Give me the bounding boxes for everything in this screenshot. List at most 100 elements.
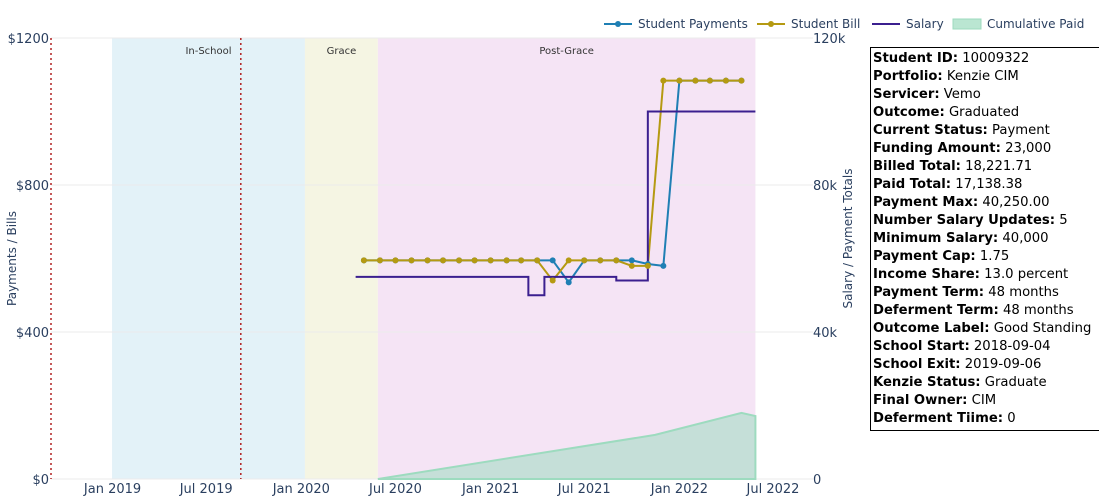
region-grace: [304, 38, 378, 479]
info-value: Vemo: [939, 87, 981, 102]
point-student-bill: [487, 257, 494, 264]
info-value: 2019-09-06: [960, 357, 1042, 372]
point-student-bill: [644, 262, 651, 269]
info-row: Payment Term: 48 months: [873, 284, 1099, 302]
y-left-tick-label: $800: [16, 179, 49, 194]
x-tick-label: Jul 2019: [179, 482, 233, 497]
y-left-tick-label: $1200: [8, 32, 49, 47]
info-row: Number Salary Updates: 5: [873, 212, 1099, 230]
info-key: Deferment Tiime:: [873, 411, 1004, 426]
info-value: Kenzie CIM: [942, 69, 1019, 84]
axes: Jan 2019 Jul 2019 Jan 2020 Jul 2020 Jan 2021…: [5, 32, 855, 497]
info-key: Payment Max:: [873, 195, 979, 210]
point-student-bill: [376, 257, 383, 264]
info-value: 23,000: [1000, 141, 1052, 156]
phase-regions: In-School Grace Post-Grace: [112, 38, 756, 479]
info-row: Funding Amount: 23,000: [873, 140, 1099, 158]
info-value: 10009322: [958, 51, 1030, 66]
info-value: CIM: [967, 393, 997, 408]
point-student-bill: [471, 257, 478, 264]
y-right-tick-label: 120k: [813, 32, 846, 47]
legend-item-salary[interactable]: Salary: [872, 17, 944, 31]
info-key: Payment Term:: [873, 285, 985, 300]
legend[interactable]: Student Payments Student Bill Salary Cumula…: [604, 17, 1084, 31]
point-student-payments: [628, 257, 635, 264]
student-info-panel: Student ID: 10009322 Portfolio: Kenzie CI…: [870, 47, 1099, 431]
info-row: Payment Cap: 1.75: [873, 248, 1099, 266]
region-in-school: [112, 38, 305, 479]
info-row: Portfolio: Kenzie CIM: [873, 68, 1099, 86]
info-key: Final Owner:: [873, 393, 968, 408]
info-key: Minimum Salary:: [873, 231, 999, 246]
point-student-bill: [503, 257, 510, 264]
info-key: School Start:: [873, 339, 970, 354]
info-key: Student ID:: [873, 51, 958, 66]
info-value: Good Standing: [989, 321, 1092, 336]
region-label-in-school: In-School: [185, 46, 231, 57]
info-row: Income Share: 13.0 percent: [873, 266, 1099, 284]
info-value: 48 months: [998, 303, 1074, 318]
info-row: Servicer: Vemo: [873, 86, 1099, 104]
cumulative-paid-area: [377, 411, 757, 480]
legend-marker: [768, 21, 774, 27]
info-value: Payment: [987, 123, 1050, 138]
info-value: 0: [1003, 411, 1016, 426]
point-student-bill: [676, 77, 683, 84]
info-key: Portfolio:: [873, 69, 943, 84]
info-row: Student ID: 10009322: [873, 50, 1099, 68]
legend-item-student-payments[interactable]: Student Payments: [604, 17, 748, 31]
info-row: Outcome Label: Good Standing: [873, 320, 1099, 338]
info-value: Graduated: [944, 105, 1020, 120]
point-student-bill: [706, 77, 713, 84]
info-key: Kenzie Status:: [873, 375, 981, 390]
point-student-payments: [549, 257, 556, 264]
y-right-axis-title: Salary / Payment Totals: [841, 169, 855, 309]
info-row: Current Status: Payment: [873, 122, 1099, 140]
point-student-bill: [613, 257, 620, 264]
point-student-bill: [565, 257, 572, 264]
x-tick-label: Jul 2020: [368, 482, 422, 497]
info-key: Income Share:: [873, 267, 980, 282]
series-markers: [360, 77, 745, 286]
info-value: 1.75: [975, 249, 1010, 264]
info-key: Deferment Term:: [873, 303, 999, 318]
info-row: School Start: 2018-09-04: [873, 338, 1099, 356]
point-student-payments: [565, 279, 572, 286]
info-key: Payment Cap:: [873, 249, 976, 264]
series-area-cumulative-paid: [377, 411, 757, 480]
region-label-grace: Grace: [327, 46, 357, 57]
info-row: Payment Max: 40,250.00: [873, 194, 1099, 212]
y-left-tick-label: $400: [16, 326, 49, 341]
point-student-bill: [360, 257, 367, 264]
info-row: Outcome: Graduated: [873, 104, 1099, 122]
info-key: Outcome:: [873, 105, 945, 120]
point-student-bill: [549, 277, 556, 284]
info-key: Current Status:: [873, 123, 988, 138]
info-row: Billed Total: 18,221.71: [873, 158, 1099, 176]
x-tick-label: Jul 2021: [557, 482, 611, 497]
x-tick-label: Jan 2020: [272, 482, 330, 497]
info-key: Paid Total:: [873, 177, 952, 192]
point-student-payments: [660, 262, 667, 269]
legend-label: Student Bill: [791, 17, 860, 31]
point-student-bill: [518, 257, 525, 264]
y-left-tick-label: $0: [32, 473, 49, 488]
point-student-bill: [738, 77, 745, 84]
info-row: Paid Total: 17,138.38: [873, 176, 1099, 194]
point-student-bill: [392, 257, 399, 264]
info-value: 48 months: [984, 285, 1059, 300]
y-left-axis-title: Payments / Bills: [5, 211, 19, 306]
y-right-tick-label: 80k: [813, 179, 838, 194]
grid-lines: [51, 37, 813, 480]
y-right-tick-label: 40k: [813, 326, 838, 341]
info-value: Graduate: [980, 375, 1047, 390]
point-student-bill: [628, 262, 635, 269]
legend-item-student-bill[interactable]: Student Bill: [757, 17, 860, 31]
info-value: 5: [1055, 213, 1068, 228]
info-value: 40,000: [998, 231, 1049, 246]
legend-item-cumulative-paid[interactable]: Cumulative Paid: [952, 17, 1084, 31]
point-student-bill: [722, 77, 729, 84]
x-tick-label: Jan 2022: [650, 482, 708, 497]
point-student-bill: [597, 257, 604, 264]
